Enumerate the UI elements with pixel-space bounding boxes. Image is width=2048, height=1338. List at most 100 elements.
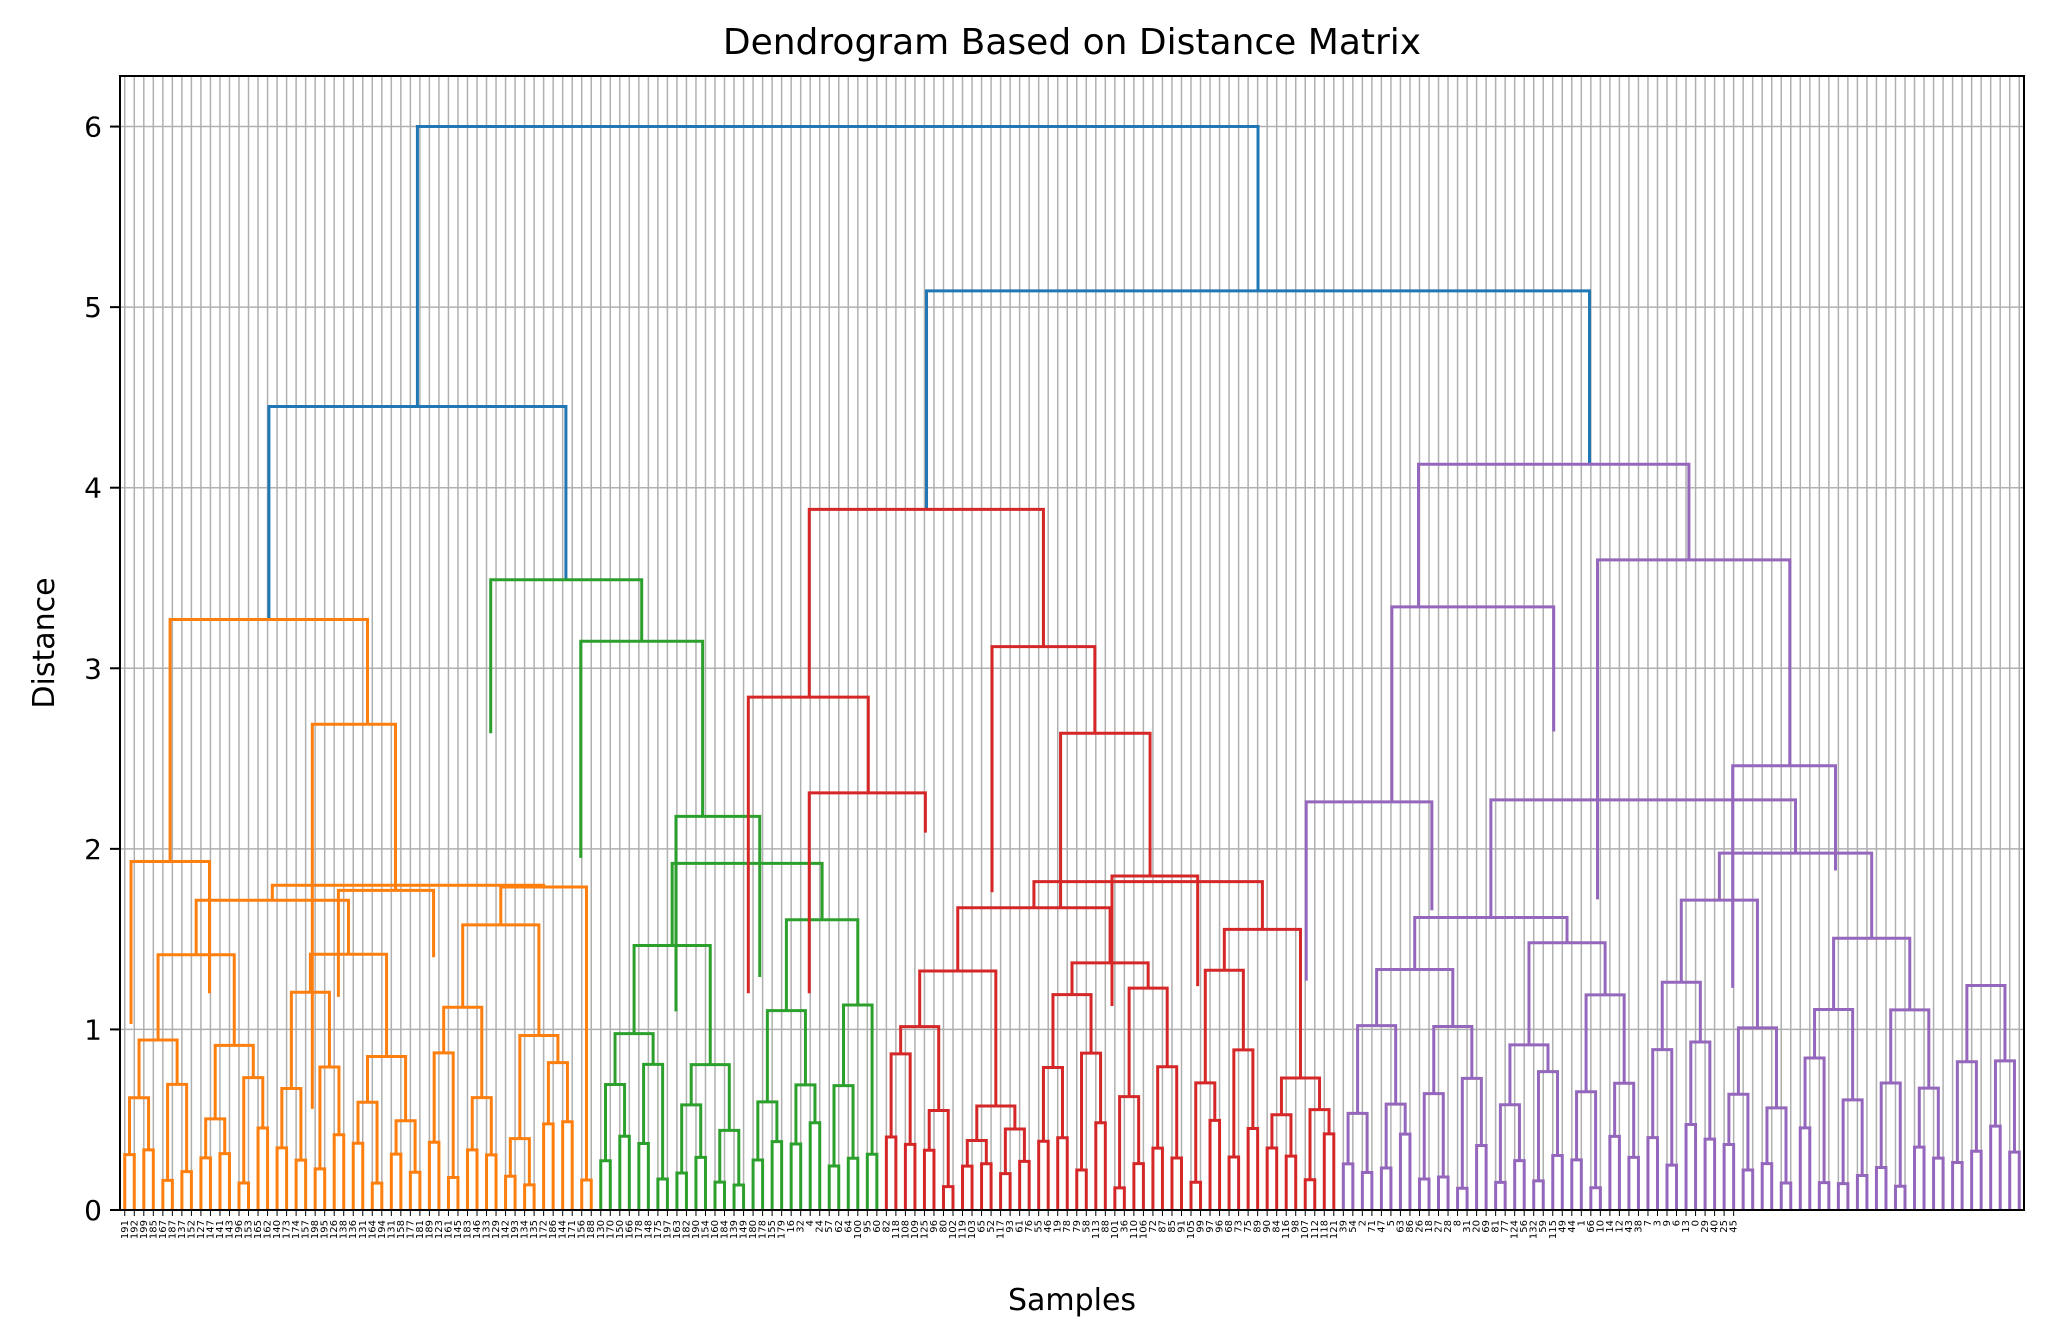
dendrogram-link	[1913, 1145, 1926, 1210]
dendrogram-link	[1208, 1118, 1222, 1210]
dendrogram-link	[1456, 1186, 1469, 1210]
dendrogram-link	[832, 1084, 855, 1167]
dendrogram-link	[1646, 1136, 1659, 1210]
dendrogram-link	[1379, 1166, 1393, 1210]
dendrogram-link	[1879, 1081, 1902, 1187]
x-leaf-label: 39	[1338, 1220, 1349, 1233]
dendrogram-link	[1536, 1070, 1560, 1181]
dendrogram-link	[807, 507, 1045, 698]
dendrogram-link	[1596, 558, 1792, 900]
dendrogram-link	[161, 1178, 174, 1210]
dendrogram-link	[927, 1108, 950, 1187]
dendrogram-link	[370, 1181, 384, 1210]
dendrogram-link	[1360, 1171, 1374, 1210]
dendrogram-link	[336, 888, 436, 997]
dendrogram-link	[427, 1140, 441, 1210]
x-leaf-label: 52	[986, 1220, 997, 1233]
dendrogram-link	[389, 1152, 403, 1210]
x-leaf-label: 4	[805, 1220, 816, 1226]
x-leaf-label: 156	[577, 1220, 588, 1239]
dendrogram-link	[318, 1065, 341, 1169]
x-leaf-label: 82	[881, 1220, 892, 1233]
x-leaf-label: 173	[282, 1220, 293, 1239]
x-leaf-label: 132	[1529, 1220, 1540, 1239]
dendrogram-link	[1341, 1162, 1355, 1210]
x-leaf-label: 60	[872, 1220, 883, 1233]
x-leaf-label: 177	[405, 1220, 416, 1239]
x-leaf-label: 84	[1272, 1220, 1283, 1233]
dendrogram-link	[1270, 1113, 1293, 1157]
dendrogram-link	[1304, 800, 1434, 981]
x-leaf-label: 165	[253, 1220, 264, 1239]
dendrogram-link	[1417, 462, 1691, 607]
dendrogram-link	[1189, 1180, 1203, 1210]
dendrogram-link	[1508, 1043, 1550, 1105]
x-leaf-label: 149	[739, 1220, 750, 1239]
y-tick-label: 1	[84, 1013, 102, 1046]
dendrogram-link	[1498, 1103, 1521, 1183]
plot-frame	[119, 75, 2025, 1211]
dendrogram-link	[999, 1172, 1012, 1210]
dendrogram-link	[504, 1174, 517, 1210]
dendrogram-link	[922, 1148, 936, 1210]
dendrogram-link	[204, 1117, 227, 1158]
dendrogram-link	[156, 953, 236, 1046]
x-leaf-label: 28	[1443, 1220, 1454, 1233]
dendrogram-link	[465, 1148, 479, 1210]
dendrogram-link	[1056, 1136, 1069, 1210]
dendrogram-link	[308, 952, 389, 1057]
x-leaf-label: 193	[510, 1220, 521, 1239]
dendrogram-link	[1303, 1178, 1317, 1210]
dendrogram-link	[1965, 984, 2007, 1062]
dendrogram-link	[1059, 731, 1152, 907]
dendrogram-link	[242, 1076, 265, 1183]
x-leaf-label: 85	[1167, 1220, 1178, 1233]
dendrogram-link	[166, 1082, 189, 1181]
dendrogram-link	[313, 1167, 327, 1210]
x-leaf-label: 79	[1072, 1220, 1083, 1233]
dendrogram-link	[1803, 1056, 1826, 1183]
dendrogram-link	[1375, 967, 1455, 1027]
dendrogram-link	[408, 1170, 422, 1210]
dendrogram-link	[213, 1043, 255, 1119]
x-leaf-label: 153	[244, 1220, 255, 1239]
dendrogram-link	[794, 1083, 817, 1144]
x-leaf-label: 198	[310, 1220, 321, 1239]
x-leaf-label: 10	[1595, 1220, 1606, 1233]
grid-lines	[120, 76, 2024, 1211]
dendrogram-link	[1384, 1102, 1407, 1169]
x-leaf-label: 178	[634, 1220, 645, 1239]
x-leaf-label: 112	[1310, 1220, 1321, 1239]
x-leaf-label: 143	[224, 1220, 235, 1239]
x-leaf-label: 57	[824, 1220, 835, 1233]
dendrogram-link	[1841, 1098, 1864, 1184]
dendrogram-link	[1874, 1165, 1888, 1210]
x-leaf-label: 140	[272, 1220, 283, 1239]
x-leaf-label: 46	[1043, 1220, 1054, 1233]
dendrogram-link	[884, 1135, 898, 1210]
x-leaf-label: 136	[348, 1220, 359, 1239]
x-leaf-label: 88	[1100, 1220, 1111, 1233]
x-leaf-label: 127	[196, 1220, 207, 1239]
dendrogram-link	[128, 1096, 151, 1155]
dendrogram-link	[808, 1121, 822, 1210]
x-leaf-label: 139	[729, 1220, 740, 1239]
x-leaf-label: 117	[996, 1220, 1007, 1239]
dendrogram-link	[1003, 1127, 1026, 1174]
dendrogram-link	[1989, 1124, 2002, 1210]
x-leaf-label: 90	[1262, 1220, 1273, 1233]
x-leaf-label: 59	[1538, 1220, 1549, 1233]
x-leaf-label: 158	[396, 1220, 407, 1239]
x-leaf-label: 80	[938, 1220, 949, 1233]
x-leaf-label: 81	[1491, 1220, 1502, 1233]
x-leaf-label: 29	[1700, 1220, 1711, 1233]
y-tick-label: 3	[84, 652, 102, 685]
x-leaf-label: 102	[948, 1220, 959, 1239]
x-leaf-label: 32	[796, 1220, 807, 1233]
x-leaf-label: 25	[1719, 1220, 1730, 1233]
x-leaf-label: 146	[472, 1220, 483, 1239]
dendrogram-link	[961, 1164, 974, 1210]
dendrogram-link	[1660, 980, 1702, 1050]
x-leaf-label: 68	[1224, 1220, 1235, 1233]
x-leaf-label: 124	[1510, 1220, 1521, 1239]
